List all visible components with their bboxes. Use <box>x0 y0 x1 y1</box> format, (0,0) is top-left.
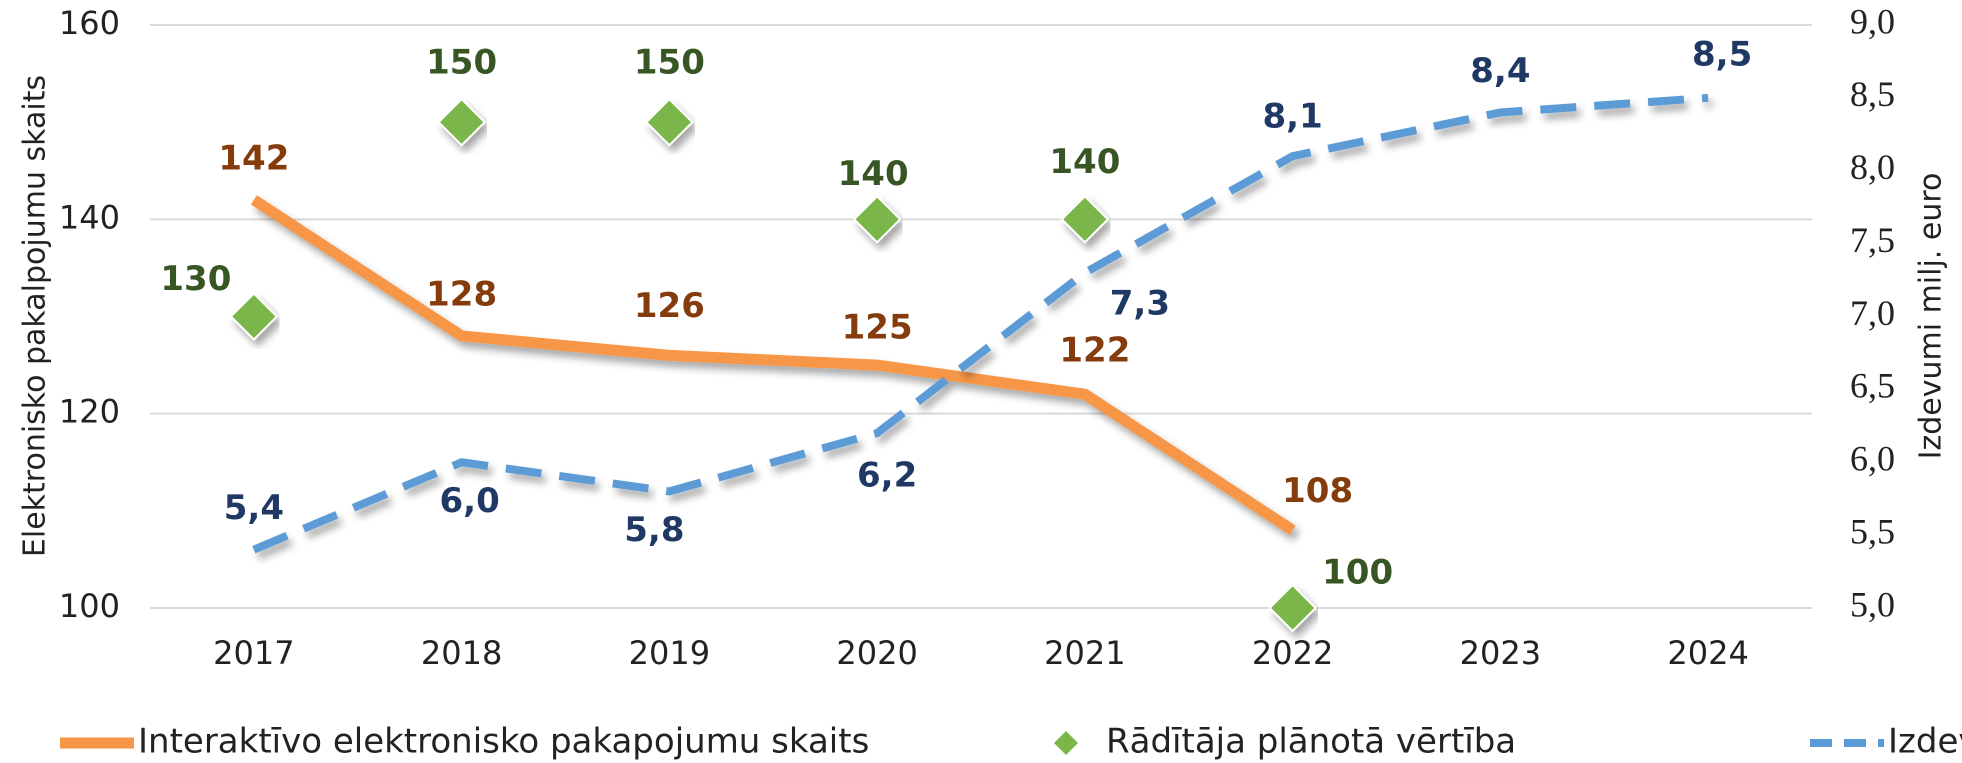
data-label: 150 <box>426 43 497 83</box>
diamond-marker <box>852 194 902 244</box>
diamond-marker <box>437 97 487 147</box>
y-tick-label: 140 <box>59 198 120 236</box>
y-tick-label: 120 <box>59 393 120 431</box>
diamond-marker <box>644 97 694 147</box>
y-tick-label: 160 <box>59 4 120 42</box>
y2-tick-label: 8,5 <box>1850 74 1895 114</box>
y2-tick-label: 6,5 <box>1850 366 1895 406</box>
data-label: 142 <box>218 138 289 178</box>
data-label: 6,2 <box>857 456 917 496</box>
data-label: 125 <box>842 308 913 348</box>
data-label: 8,4 <box>1470 51 1530 91</box>
data-label: 140 <box>838 154 909 194</box>
y2-tick-label: 7,0 <box>1850 293 1895 333</box>
data-label: 140 <box>1049 142 1120 182</box>
legend-swatch <box>1054 731 1078 755</box>
y-axis-title: Elektronisko pakalpojumu skaits <box>18 75 53 557</box>
data-label: 8,1 <box>1263 97 1323 137</box>
data-label: 7,3 <box>1110 283 1170 323</box>
x-tick-label: 2021 <box>1044 634 1125 672</box>
x-tick-label: 2022 <box>1252 634 1333 672</box>
data-label: 6,0 <box>440 481 500 521</box>
data-label: 128 <box>426 274 497 314</box>
y2-tick-label: 8,0 <box>1850 147 1895 187</box>
diamond-marker <box>229 292 279 341</box>
data-label: 100 <box>1322 553 1393 593</box>
data-label: 5,4 <box>224 488 284 528</box>
y2-tick-label: 5,5 <box>1850 511 1895 551</box>
x-tick-label: 2020 <box>836 634 917 672</box>
y2-tick-label: 5,0 <box>1850 584 1895 624</box>
data-label: 126 <box>634 286 705 326</box>
data-label: 8,5 <box>1692 34 1752 74</box>
x-tick-label: 2019 <box>629 634 710 672</box>
data-label: 122 <box>1059 331 1130 371</box>
data-label: 5,8 <box>624 510 684 550</box>
series-line <box>252 93 1709 554</box>
data-label: 150 <box>634 43 705 83</box>
data-label: 130 <box>160 259 231 299</box>
y2-tick-label: 7,5 <box>1850 220 1895 260</box>
x-tick-label: 2018 <box>421 634 502 672</box>
data-label: 108 <box>1282 471 1353 511</box>
diamond-marker <box>1268 583 1318 633</box>
y-tick-label: 100 <box>59 587 120 625</box>
legend-label: Rādītāja plānotā vērtība <box>1106 722 1516 762</box>
x-tick-label: 2024 <box>1667 634 1748 672</box>
legend-label: Interaktīvo elektronisko pakapojumu skai… <box>138 722 869 762</box>
y2-axis-title: Izdevumi milj. euro <box>1914 173 1949 460</box>
diamond-marker <box>1060 194 1110 244</box>
y2-tick-label: 9,0 <box>1850 1 1895 41</box>
y2-tick-label: 6,0 <box>1850 439 1895 479</box>
x-tick-label: 2023 <box>1460 634 1541 672</box>
legend-label: Izdevumi* <box>1888 722 1962 762</box>
x-tick-label: 2017 <box>213 634 294 672</box>
series-line <box>250 195 1296 535</box>
